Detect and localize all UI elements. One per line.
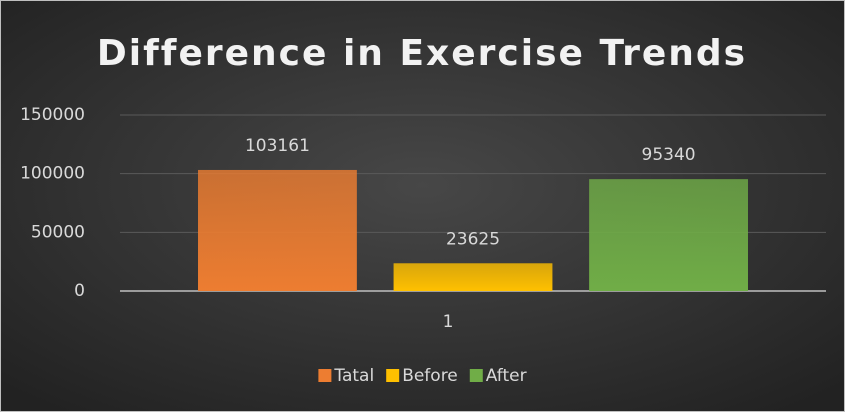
data-label: 95340 [642, 145, 696, 165]
legend-swatch [318, 369, 332, 382]
data-label: 103161 [245, 136, 310, 156]
bar [198, 169, 357, 291]
legend-label: Tatal [333, 366, 374, 386]
legend-label: Before [402, 366, 458, 386]
bar [589, 179, 748, 291]
data-label: 23625 [446, 229, 500, 249]
legend: Tatal Before After [318, 366, 527, 386]
y-tick-label: 150000 [20, 105, 85, 125]
y-tick-label: 50000 [31, 222, 85, 242]
y-tick-label: 100000 [20, 164, 85, 184]
chart-title: Difference in Exercise Trends [97, 33, 747, 74]
legend-label: After [486, 366, 527, 386]
y-tick-label: 0 [74, 281, 85, 301]
x-tick-label: 1 [443, 312, 454, 332]
bar [393, 263, 553, 291]
legend-swatch [469, 369, 483, 382]
legend-swatch [386, 369, 400, 382]
